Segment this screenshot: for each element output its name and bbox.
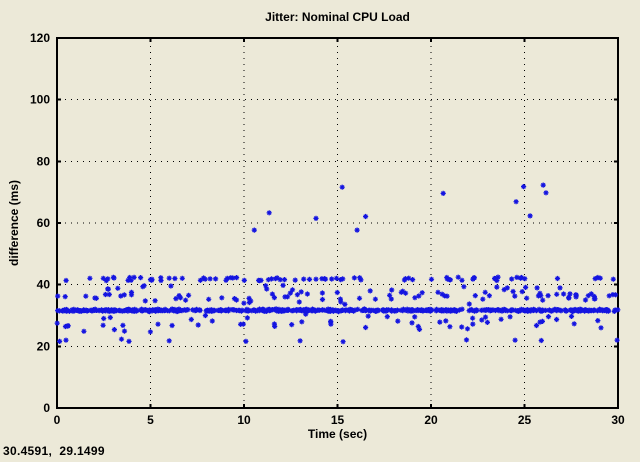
x-tick-label: 30: [611, 413, 625, 427]
y-tick-label: 0: [43, 401, 50, 415]
cursor-coordinates-readout: 30.4591, 29.1499: [3, 444, 105, 458]
x-axis-label: Time (sec): [307, 427, 368, 441]
x-tick-label: 20: [424, 413, 438, 427]
x-tick-label: 25: [518, 413, 532, 427]
x-tick-label: 5: [147, 413, 154, 427]
x-tick-label: 0: [54, 413, 61, 427]
y-tick-label: 120: [30, 31, 50, 45]
x-tick-label: 10: [237, 413, 251, 427]
y-tick-label: 100: [30, 93, 50, 107]
chart-title: Jitter: Nominal CPU Load: [265, 10, 410, 24]
y-tick-label: 20: [37, 339, 51, 353]
x-tick-label: 15: [331, 413, 345, 427]
y-tick-label: 80: [37, 154, 51, 168]
scatter-series: [54, 181, 621, 345]
axis-ticks: [57, 38, 618, 408]
grid-lines: [59, 40, 616, 406]
y-tick-label: 60: [37, 216, 51, 230]
y-tick-label: 40: [37, 278, 51, 292]
